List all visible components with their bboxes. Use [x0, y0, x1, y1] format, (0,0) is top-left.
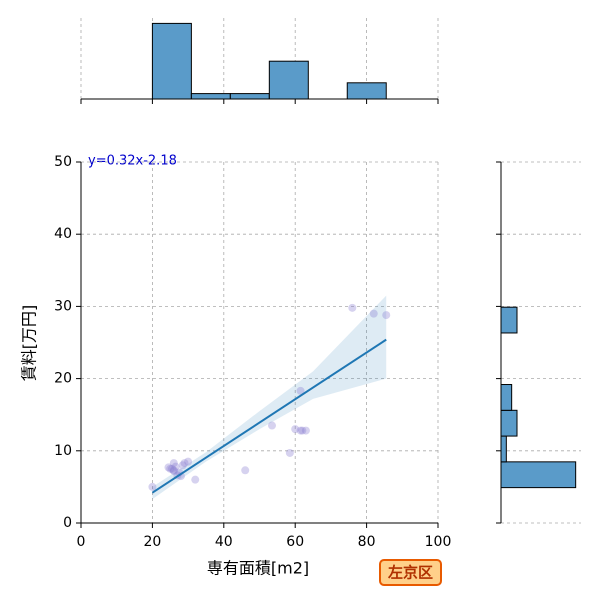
histogram-bar — [500, 409, 518, 437]
y-tick-label: 10 — [54, 443, 72, 459]
y-axis-label: 賃料[万円] — [20, 305, 39, 382]
x-tick-label: 80 — [358, 534, 376, 550]
scatter-point — [291, 425, 300, 434]
scatter-point — [169, 466, 178, 475]
x-tick-label: 0 — [77, 534, 86, 550]
scatter-point — [148, 482, 157, 491]
scatter-point — [298, 426, 307, 435]
histogram-bar — [190, 93, 231, 100]
y-tick-label: 40 — [54, 226, 72, 242]
scatter-point — [301, 426, 310, 435]
scatter-point — [369, 309, 378, 318]
scatter-point — [178, 461, 187, 470]
histogram-bar — [151, 22, 192, 100]
x-tick-label: 40 — [215, 534, 233, 550]
scatter-point — [169, 459, 178, 468]
y-tick-label: 0 — [63, 515, 72, 531]
histogram-bar — [346, 82, 387, 100]
y-tick-label: 20 — [54, 371, 72, 387]
x-tick-label: 60 — [286, 534, 304, 550]
scatter-point — [296, 426, 305, 435]
scatter-point — [166, 464, 175, 473]
regression-line — [151, 338, 387, 494]
x-tick-label: 100 — [425, 534, 452, 550]
scatter-point — [191, 475, 200, 484]
scatter-point — [348, 303, 357, 312]
histogram-bar — [500, 435, 507, 463]
y-tick-label: 30 — [54, 298, 72, 314]
x-tick-label: 20 — [143, 534, 161, 550]
scatter-point — [168, 464, 177, 473]
x-axis-label: 専有面積[m2] — [207, 559, 309, 578]
histogram-bar — [229, 93, 270, 100]
histogram-bar — [268, 60, 309, 100]
scatter-point — [171, 462, 180, 471]
confidence-band — [152, 295, 387, 500]
scatter-point — [241, 466, 250, 475]
scatter-point — [382, 311, 391, 320]
scatter-point — [180, 459, 189, 468]
y-tick-label: 50 — [54, 154, 72, 170]
scatter-point — [164, 463, 173, 472]
annotation: y=0.32x-2.18 — [88, 154, 177, 169]
badge-box — [379, 559, 442, 586]
scatter-point — [169, 467, 178, 476]
badge: 左京区 — [387, 564, 433, 582]
scatter-point — [267, 421, 276, 430]
scatter-point — [176, 472, 185, 481]
scatter-point — [296, 386, 305, 395]
histogram-bar — [500, 384, 513, 411]
scatter-point — [184, 457, 193, 466]
histogram-bar — [500, 461, 577, 489]
histogram-bar — [500, 306, 518, 334]
scatter-point — [285, 448, 294, 457]
